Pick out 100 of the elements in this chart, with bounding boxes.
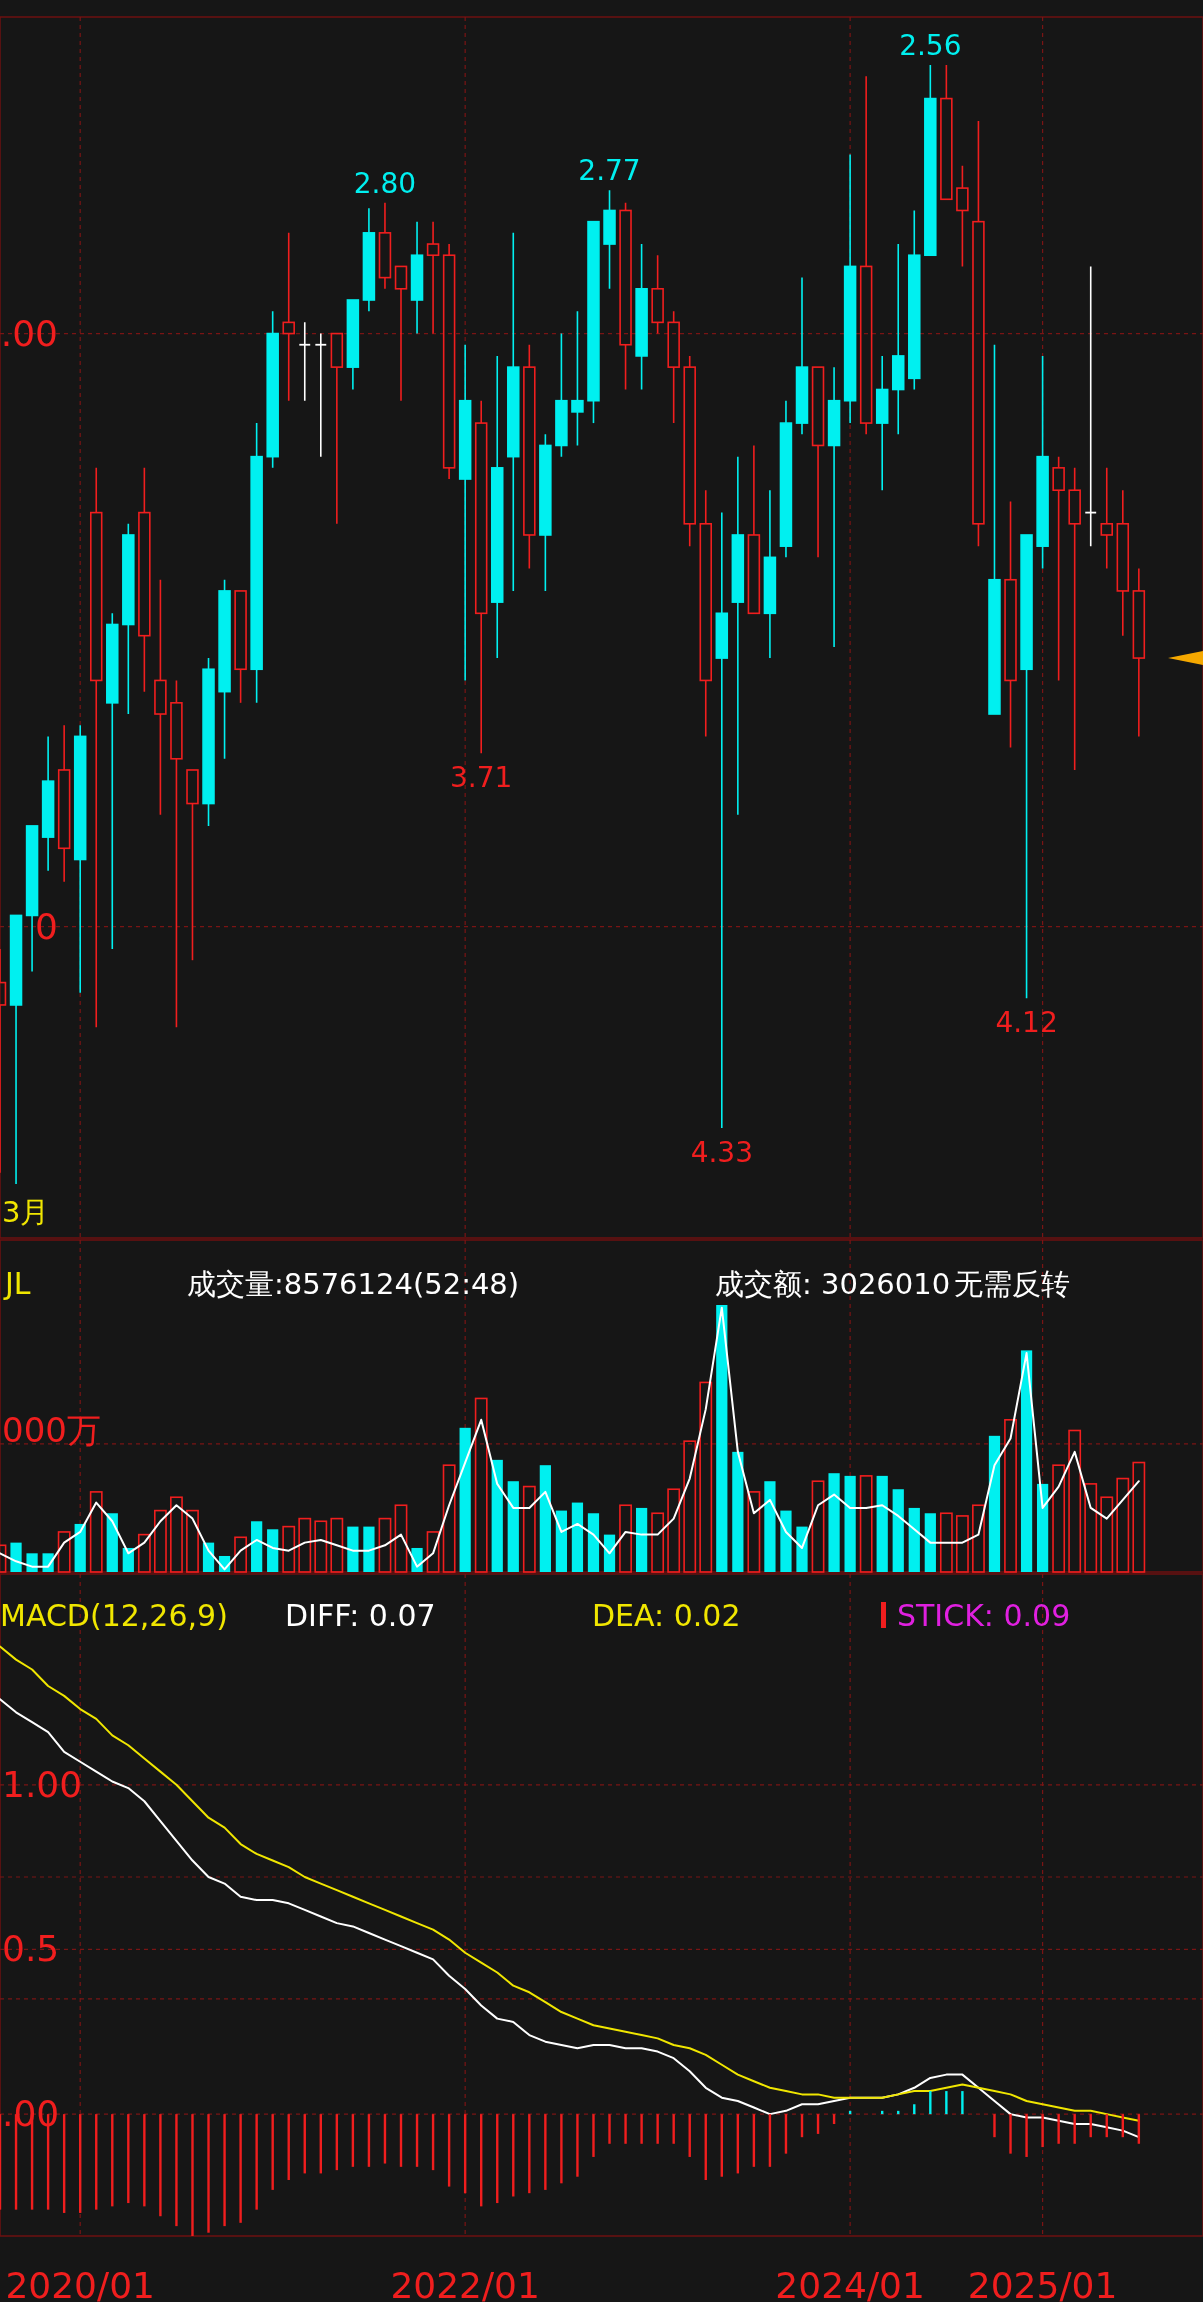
bar: [764, 1481, 776, 1572]
bar: [394, 1504, 408, 1573]
bar: [667, 1488, 681, 1573]
bar: [1036, 1483, 1049, 1572]
annotation: 2.77: [578, 154, 641, 188]
bar: [1020, 1350, 1033, 1572]
bar: [924, 1513, 936, 1572]
bar: [1009, 2114, 1012, 2154]
bar: [747, 1491, 761, 1573]
bar: [143, 2114, 146, 2207]
bar: [780, 1510, 792, 1572]
bar: [608, 2114, 611, 2144]
bar: [640, 2114, 643, 2144]
text: MACD(12,26,9): [0, 1598, 228, 1633]
bar: [1057, 2114, 1060, 2144]
bar: [624, 2114, 627, 2144]
bar: [234, 1536, 248, 1573]
bar: [298, 1517, 312, 1573]
x-tick-label: 2025/01: [967, 2265, 1118, 2302]
annotation: 4.12: [995, 1006, 1058, 1040]
bar: [683, 1440, 697, 1573]
bar: [1004, 1419, 1017, 1573]
bar: [587, 1513, 600, 1572]
bar: [796, 1526, 808, 1572]
y-tick-label: 0.5: [2, 1928, 60, 1970]
bar: [1068, 1429, 1082, 1573]
annotation: 4.33: [690, 1136, 753, 1170]
x-tick-label: 2022/01: [390, 2265, 540, 2302]
bar: [988, 1435, 1001, 1572]
bar: [939, 1512, 953, 1573]
bar: [223, 2114, 226, 2227]
bar: [137, 1533, 151, 1573]
bar: [560, 2114, 563, 2184]
bar: [955, 1515, 969, 1573]
bar: [251, 1521, 263, 1572]
bar: [828, 1473, 840, 1572]
text: 成交额: 3026010: [715, 1267, 951, 1301]
bar: [1041, 2114, 1044, 2148]
annotation: 2.80: [353, 166, 417, 200]
bar: [544, 2114, 547, 2190]
text: 成交量:8576124(52:48): [187, 1267, 520, 1301]
bar: [282, 1525, 296, 1573]
text: 3月: [2, 1195, 50, 1229]
bar: [619, 1504, 632, 1573]
bar: [961, 2091, 964, 2115]
bar: [811, 1480, 825, 1573]
x-tick-label: 2024/01: [775, 2265, 925, 2302]
bar: [1052, 1464, 1066, 1573]
bar: [1116, 1477, 1130, 1573]
legend-label: STICK: 0.09: [897, 1598, 1071, 1633]
bar: [474, 1397, 488, 1573]
bar: [191, 2114, 194, 2236]
bar: [876, 1475, 888, 1572]
bar: [267, 1529, 279, 1572]
bar: [57, 1531, 71, 1573]
bar: [153, 1509, 167, 1573]
bar: [1025, 2114, 1028, 2157]
bar: [314, 1520, 328, 1573]
bar: [507, 1481, 519, 1572]
bar: [1100, 1496, 1114, 1573]
bar: [1084, 1483, 1098, 1573]
text: DIFF: 0.07: [285, 1598, 436, 1633]
bar: [929, 2091, 932, 2115]
bar: [972, 1504, 985, 1573]
bar: [1073, 2114, 1076, 2144]
bar: [651, 1512, 665, 1573]
bar: [127, 2114, 130, 2204]
x-tick-label: 2020/01: [5, 2265, 155, 2302]
bar: [459, 1427, 471, 1572]
bar: [892, 1489, 904, 1572]
bar: [330, 1517, 344, 1573]
bar: [844, 1475, 856, 1572]
bar: [555, 1510, 568, 1572]
y-tick-label: 1.00: [2, 1763, 83, 1805]
bar: [528, 2114, 531, 2194]
bar: [175, 2114, 178, 2227]
bar: [10, 1542, 22, 1572]
bar: [426, 1531, 440, 1573]
bar: [571, 1502, 584, 1572]
bar: [635, 1507, 648, 1572]
annotation: 0: [35, 905, 58, 947]
bar: [271, 2114, 274, 2190]
bar: [239, 2114, 242, 2223]
bar: [159, 2114, 162, 2217]
text: DEA: 0.02: [592, 1598, 741, 1633]
bar: [592, 2114, 595, 2157]
bar: [908, 1507, 920, 1572]
bar: [716, 1305, 728, 1572]
bar: [539, 1465, 551, 1572]
bar: [106, 1513, 118, 1572]
bar: [672, 2114, 675, 2144]
bar: [89, 1491, 103, 1573]
bar: [255, 2114, 258, 2210]
bar: [442, 1464, 456, 1573]
bar: [363, 1526, 375, 1572]
bar: [522, 1485, 536, 1573]
bar: [859, 1475, 873, 1573]
bar: [170, 1496, 183, 1573]
bar: [1132, 1461, 1146, 1573]
bar: [207, 2114, 210, 2233]
